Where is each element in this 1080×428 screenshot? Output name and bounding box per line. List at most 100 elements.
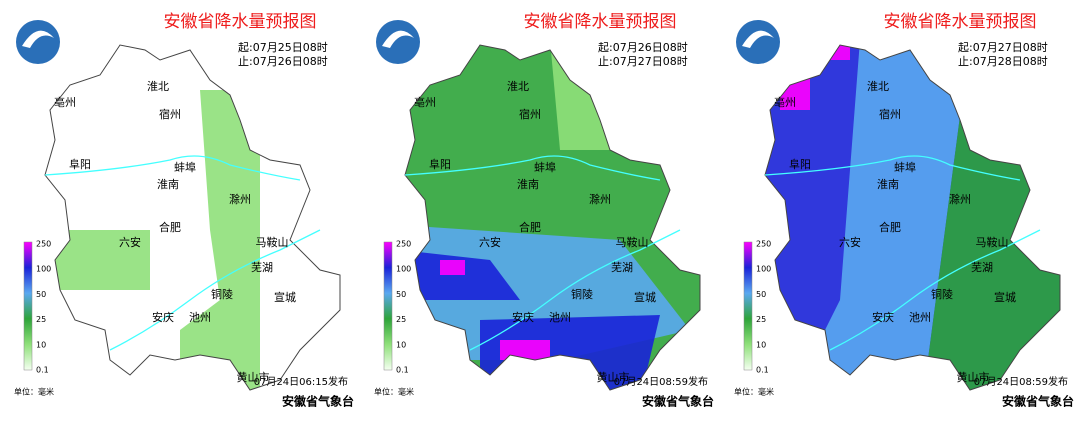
city-label: 阜阳 bbox=[789, 158, 811, 171]
legend-tick: 250 bbox=[756, 240, 771, 249]
rain-zone bbox=[780, 45, 970, 390]
end-time: 止:07月28日08时 bbox=[958, 55, 1048, 68]
province-outline bbox=[44, 44, 341, 391]
legend-tick: 250 bbox=[36, 240, 51, 249]
city-label: 淮南 bbox=[877, 178, 899, 191]
city-label: 合肥 bbox=[519, 220, 541, 234]
city-label: 铜陵 bbox=[211, 287, 233, 301]
city-label: 六安 bbox=[839, 235, 861, 249]
end-time: 止:07月26日08时 bbox=[238, 55, 328, 68]
legend-tick: 10 bbox=[756, 340, 766, 349]
logo-swirl bbox=[742, 30, 774, 48]
city-label: 安庆 bbox=[152, 310, 174, 324]
city-label: 淮北 bbox=[147, 80, 169, 93]
city-label: 合肥 bbox=[159, 220, 181, 234]
city-label: 宣城 bbox=[634, 290, 656, 304]
logo-swirl bbox=[22, 30, 54, 48]
city-label: 黄山市 bbox=[237, 370, 270, 384]
city-label: 六安 bbox=[119, 235, 141, 249]
legend-unit: 单位：毫米 bbox=[734, 387, 774, 397]
city-label: 蚌埠 bbox=[894, 160, 916, 174]
city-label: 亳州 bbox=[774, 95, 796, 109]
agency: 安徽省气象台 bbox=[282, 394, 354, 409]
river bbox=[764, 155, 1021, 181]
province-outline bbox=[404, 44, 701, 391]
province-outline bbox=[764, 44, 1061, 391]
end-time: 止:07月27日08时 bbox=[598, 55, 688, 68]
logo bbox=[736, 20, 780, 64]
legend-tick: 50 bbox=[36, 290, 46, 299]
city-label: 滁州 bbox=[949, 192, 971, 206]
city-label: 马鞍山 bbox=[616, 235, 649, 249]
legend-tick: 50 bbox=[756, 290, 766, 299]
legend-tick: 50 bbox=[396, 290, 406, 299]
legend-bar bbox=[23, 241, 33, 371]
river bbox=[404, 155, 661, 181]
start-time: 起:07月25日08时 bbox=[238, 41, 328, 54]
city-label: 铜陵 bbox=[571, 287, 593, 301]
legend-tick: 10 bbox=[396, 340, 406, 349]
legend-tick: 100 bbox=[396, 265, 411, 274]
city-label: 池州 bbox=[549, 311, 571, 324]
publish-time: 07月24日06:15发布 bbox=[254, 375, 348, 388]
start-time: 起:07月27日08时 bbox=[958, 41, 1048, 54]
agency: 安徽省气象台 bbox=[642, 394, 714, 409]
legend-tick: 100 bbox=[756, 265, 771, 274]
city-label: 马鞍山 bbox=[976, 235, 1009, 249]
legend-tick: 0.1 bbox=[756, 366, 769, 375]
legend-tick: 100 bbox=[36, 265, 51, 274]
agency: 安徽省气象台 bbox=[1002, 394, 1074, 409]
city-label: 池州 bbox=[909, 311, 931, 324]
start-time: 起:07月26日08时 bbox=[598, 41, 688, 54]
city-label: 宿州 bbox=[879, 107, 901, 121]
logo-swirl bbox=[382, 30, 414, 48]
river bbox=[44, 155, 301, 181]
city-label: 蚌埠 bbox=[174, 160, 196, 174]
city-label: 芜湖 bbox=[971, 260, 993, 274]
river bbox=[829, 229, 1041, 351]
rain-zone bbox=[440, 260, 465, 275]
city-label: 黄山市 bbox=[957, 370, 990, 384]
legend-tick: 25 bbox=[396, 315, 406, 324]
city-label: 池州 bbox=[189, 311, 211, 324]
publish-time: 07月24日08:59发布 bbox=[974, 375, 1068, 388]
legend-tick: 25 bbox=[756, 315, 766, 324]
rain-zone bbox=[45, 230, 150, 290]
legend-unit: 单位：毫米 bbox=[14, 387, 54, 397]
city-label: 亳州 bbox=[54, 95, 76, 109]
city-label: 滁州 bbox=[589, 192, 611, 206]
city-label: 滁州 bbox=[229, 192, 251, 206]
city-label: 淮北 bbox=[867, 80, 889, 93]
logo bbox=[376, 20, 420, 64]
legend-tick: 25 bbox=[36, 315, 46, 324]
river bbox=[469, 229, 681, 351]
legend-tick: 0.1 bbox=[36, 366, 49, 375]
city-label: 淮南 bbox=[517, 178, 539, 191]
city-label: 阜阳 bbox=[69, 158, 91, 171]
city-label: 合肥 bbox=[879, 220, 901, 234]
map-title: 安徽省降水量预报图 bbox=[524, 12, 677, 32]
legend-bar bbox=[383, 241, 393, 371]
map-title: 安徽省降水量预报图 bbox=[884, 12, 1037, 32]
city-label: 蚌埠 bbox=[534, 160, 556, 174]
legend-tick: 250 bbox=[396, 240, 411, 249]
city-label: 宣城 bbox=[994, 290, 1016, 304]
city-label: 马鞍山 bbox=[256, 235, 289, 249]
city-label: 六安 bbox=[479, 235, 501, 249]
river bbox=[109, 229, 321, 351]
city-label: 芜湖 bbox=[611, 260, 633, 274]
city-label: 宿州 bbox=[159, 107, 181, 121]
map-title: 安徽省降水量预报图 bbox=[164, 12, 317, 32]
city-label: 黄山市 bbox=[597, 370, 630, 384]
rain-zone bbox=[820, 45, 850, 60]
city-label: 淮北 bbox=[507, 80, 529, 93]
publish-time: 07月24日08:59发布 bbox=[614, 375, 708, 388]
city-label: 宣城 bbox=[274, 290, 296, 304]
city-label: 芜湖 bbox=[251, 260, 273, 274]
city-label: 阜阳 bbox=[429, 158, 451, 171]
city-label: 淮南 bbox=[157, 178, 179, 191]
